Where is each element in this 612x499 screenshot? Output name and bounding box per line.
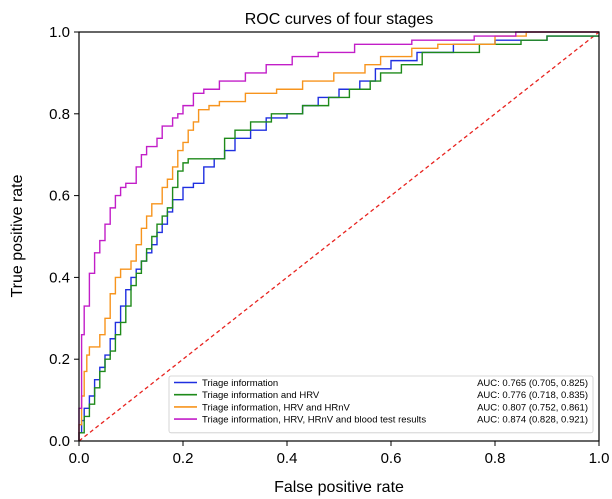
legend-auc-label: AUC: 0.765 (0.705, 0.825) [477, 378, 588, 389]
legend-series-name: Triage information, HRV, HRnV and blood … [202, 415, 426, 426]
legend: Triage information AUC: 0.765 (0.705, 0.8… [168, 375, 594, 434]
legend-series-name: Triage information [202, 378, 278, 389]
y-tick-label: 0.2 [49, 351, 70, 368]
y-tick-label: 0.6 [49, 188, 70, 205]
chart-title: ROC curves of four stages [245, 11, 434, 28]
x-axis-label: False positive rate [274, 479, 404, 496]
plot-frame [78, 31, 600, 442]
axes: 0.0 0.2 0.4 0.6 0.8 1.0 0.0 0.2 0.4 0.6 0.8 1.0 [49, 24, 609, 467]
legend-series-name: Triage information, HRV and HRnV [202, 402, 351, 413]
legend-box [168, 375, 594, 434]
legend-auc-label: AUC: 0.807 (0.752, 0.861) [477, 402, 588, 413]
legend-auc-label: AUC: 0.776 (0.718, 0.835) [477, 390, 588, 401]
x-tick-label: 0.0 [69, 450, 90, 467]
legend-series-name: Triage information and HRV [202, 390, 320, 401]
y-tick-label: 1.0 [49, 24, 70, 41]
y-tick-label: 0.0 [49, 433, 70, 450]
x-tick-label: 1.0 [589, 450, 610, 467]
reference-diagonal-line [78, 31, 600, 442]
roc-curve-4 [78, 31, 599, 441]
x-tick-label: 0.8 [485, 450, 506, 467]
legend-auc-label: AUC: 0.874 (0.828, 0.921) [477, 415, 588, 426]
x-tick-label: 0.6 [381, 450, 402, 467]
y-axis-label: True positive rate [9, 174, 26, 297]
x-tick-label: 0.4 [277, 450, 298, 467]
y-tick-label: 0.4 [49, 269, 70, 286]
plot-area [78, 31, 600, 442]
roc-curve-2 [78, 35, 599, 441]
y-tick-label: 0.8 [49, 106, 70, 123]
roc-curve-3 [78, 31, 599, 441]
x-tick-label: 0.2 [173, 450, 194, 467]
